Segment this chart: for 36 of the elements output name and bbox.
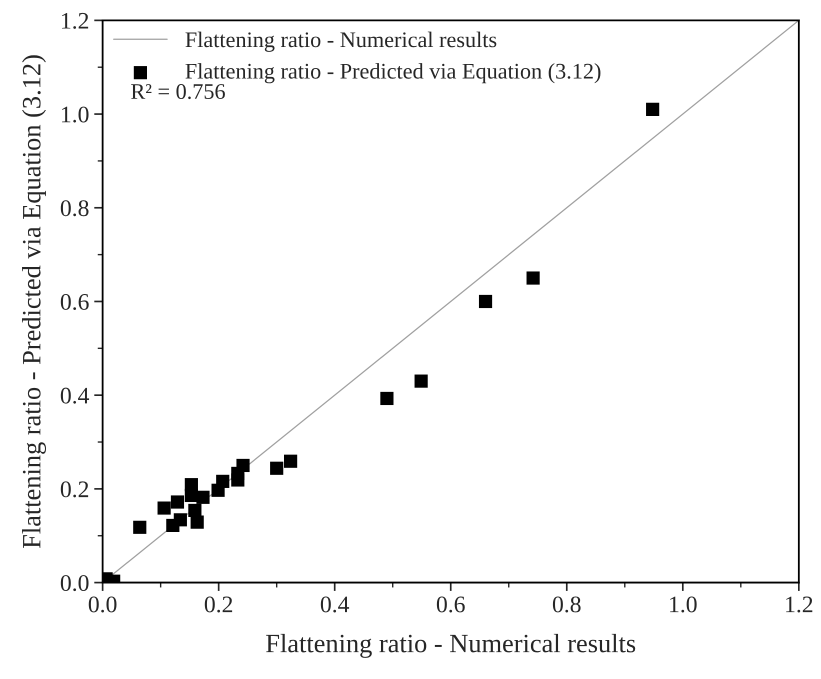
legend-label: Flattening ratio - Predicted via Equation (3.12) [185,63,600,84]
y-tick-label: 1.2 [62,12,88,29]
point [231,473,244,487]
x-tick-label: 0.8 [552,596,581,612]
point [526,271,540,285]
x-tick-label: 0.6 [436,596,465,612]
point [190,516,204,529]
point [211,484,225,497]
x-axis-title: Flattening ratio - Numerical results [266,634,636,658]
point [414,374,428,388]
x-tick-label: 1.0 [670,596,697,612]
y-tick-label: 0.8 [60,200,89,216]
point [284,454,298,468]
y-tick-label: 0.0 [60,575,89,592]
y-tick-label: 0.2 [60,481,88,498]
y-tick-label: 0.6 [60,294,89,310]
point [196,490,210,504]
x-tick-label: 0.2 [204,596,232,612]
point [170,495,184,509]
y-axis-title: Flattening ratio - Predicted via Equation (3.12) [22,55,46,548]
annotation: R² = 0.756 [131,84,225,100]
x-tick-label: 0.0 [88,596,116,612]
point [166,518,180,532]
y-tick-label: 0.4 [60,388,90,404]
point [188,504,202,518]
x-tick-label: 0.4 [320,596,350,612]
point [184,478,198,492]
point [646,102,660,116]
y-tick-label: 1.0 [62,106,89,123]
point [158,502,171,515]
point [380,392,394,406]
point [270,462,284,475]
point [478,294,492,308]
x-tick-label: 1.2 [786,596,812,612]
point [133,520,146,534]
legend-label: Flattening ratio - Numerical results [185,32,496,52]
